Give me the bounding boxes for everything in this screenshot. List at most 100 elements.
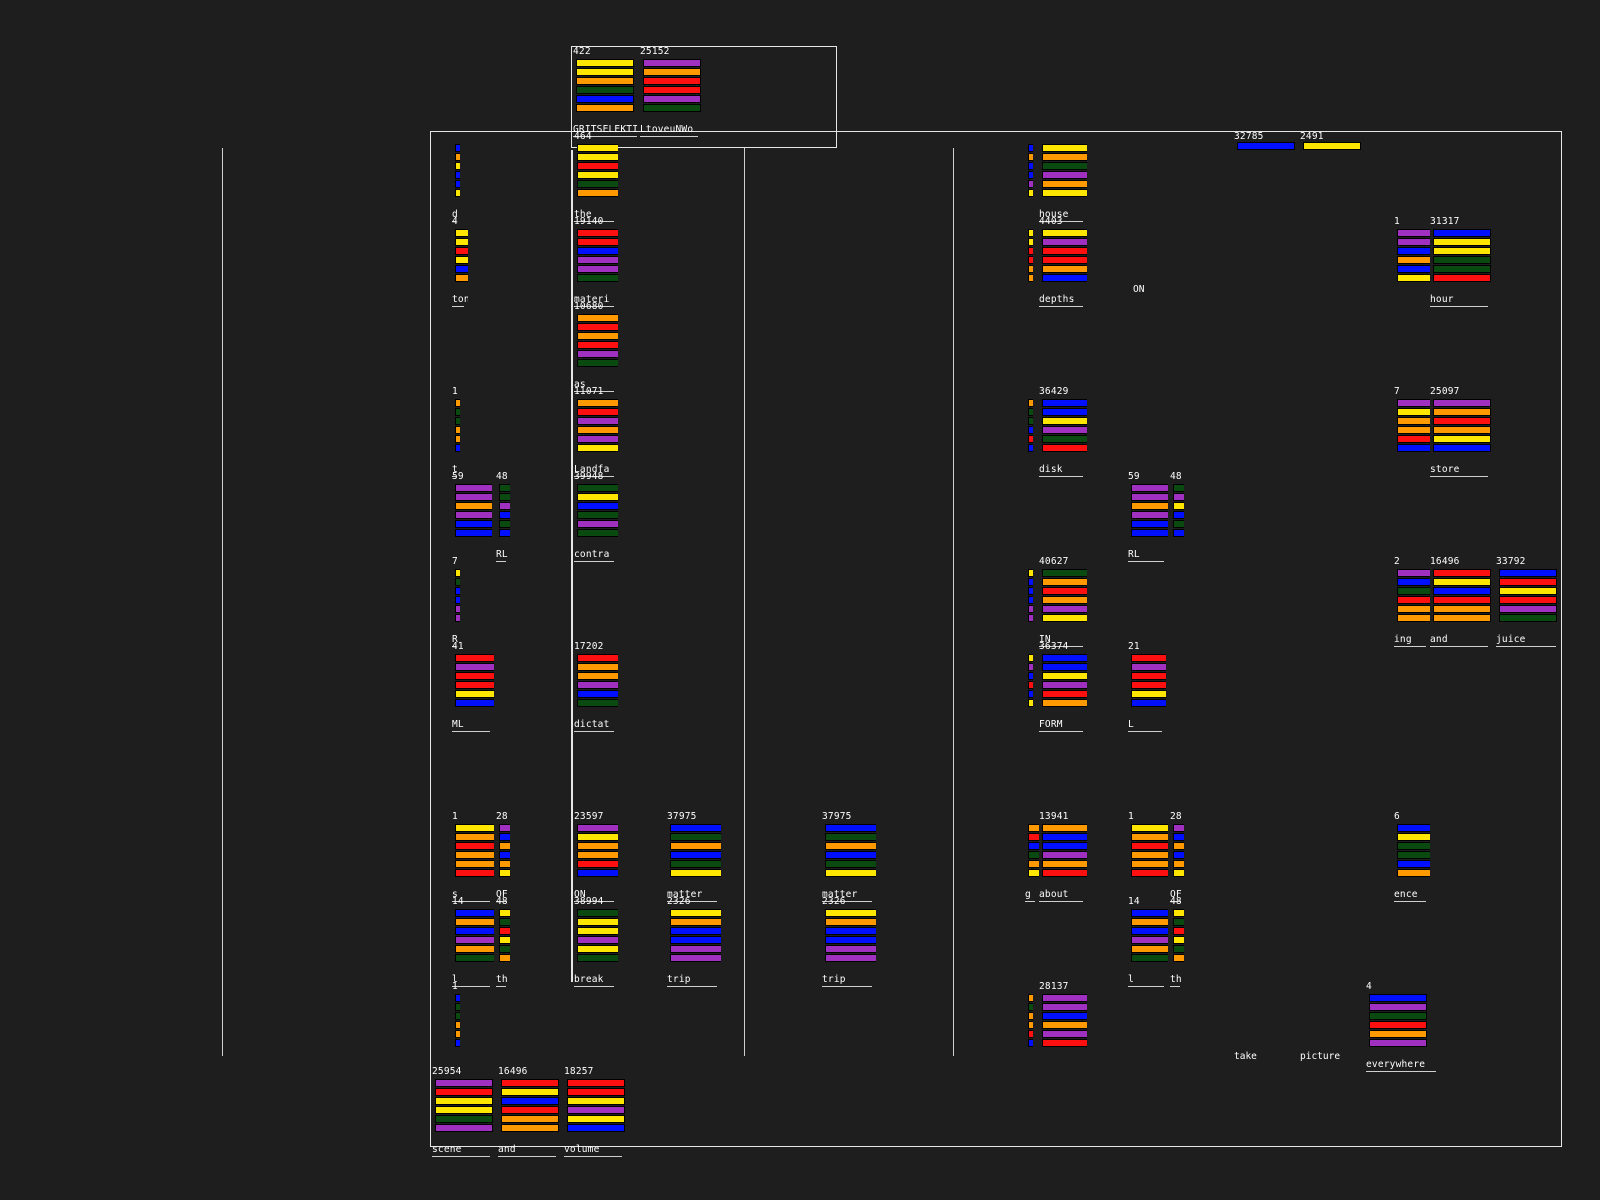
word-card[interactable]: 39948 contra <box>574 471 618 562</box>
color-bar-red <box>1042 256 1087 264</box>
card-underline <box>1394 646 1426 647</box>
color-bar-red <box>1499 596 1557 604</box>
word-card[interactable]: 10680 as <box>574 301 618 392</box>
color-bar-green <box>1173 918 1184 926</box>
word-card[interactable]: 38994 break <box>574 896 618 987</box>
fragment-card[interactable]: d <box>452 131 460 222</box>
color-bars <box>1130 908 1168 974</box>
top-frame <box>571 46 837 148</box>
fragment-card[interactable] <box>1025 556 1033 646</box>
color-bar-green <box>576 86 634 94</box>
color-bar-yellow <box>577 153 618 161</box>
card-count <box>1025 811 1039 823</box>
word-card[interactable]: 18257 volume <box>564 1066 626 1157</box>
color-bar-green <box>499 484 510 492</box>
fragment-card[interactable]: 48 th <box>1170 896 1184 987</box>
word-card[interactable]: 4403 depths <box>1039 216 1087 307</box>
word-card[interactable]: 36374 FORM <box>1039 641 1087 732</box>
fragment-card[interactable] <box>1025 981 1033 1071</box>
color-bar-blue <box>1499 569 1557 577</box>
fragment-card[interactable]: 14 l <box>1128 896 1168 987</box>
color-bar-blue <box>501 1097 559 1105</box>
color-bar-red <box>1028 435 1033 443</box>
color-bars <box>1041 228 1087 294</box>
fragment-card[interactable]: 28 OF <box>1170 811 1184 902</box>
card-count: 14 <box>1128 896 1140 907</box>
word-card[interactable]: 6 ence <box>1394 811 1430 902</box>
word-card[interactable]: 37975 matter <box>822 811 876 902</box>
fragment-card[interactable]: 59 RL <box>1128 471 1168 562</box>
color-bar-purple <box>455 511 492 519</box>
word-card[interactable]: 2326 trip <box>822 896 876 987</box>
word-card[interactable]: 11071 Landfa <box>574 386 618 477</box>
color-bar-orange <box>455 274 468 282</box>
word-card[interactable]: 23597 ON <box>574 811 618 902</box>
word-card[interactable]: 2326 trip <box>667 896 721 987</box>
word-card[interactable]: 16496 and <box>498 1066 560 1157</box>
word-card[interactable]: 25152 LtoveuNWo <box>640 46 702 137</box>
fragment-card[interactable] <box>1025 131 1033 221</box>
fragment-card[interactable]: 59 <box>452 471 492 561</box>
word-card[interactable]: 422 GRITSELEKTI <box>573 46 641 137</box>
fragment-card[interactable]: g <box>1025 811 1039 902</box>
word-card[interactable]: 37975 matter <box>667 811 721 902</box>
color-bar-orange <box>1433 605 1491 613</box>
card-underline <box>574 986 614 987</box>
color-bar-yellow <box>455 189 460 197</box>
color-bar-green <box>577 511 618 519</box>
word-card[interactable]: 33792 juice <box>1496 556 1560 647</box>
color-bar-orange <box>577 663 618 671</box>
word-card[interactable]: 16496 and <box>1430 556 1492 647</box>
card-count: 464 <box>574 131 592 142</box>
word-card[interactable]: 40627 IN <box>1039 556 1087 647</box>
fragment-card[interactable]: 41 ML <box>452 641 494 732</box>
word-card[interactable]: 25954 scene <box>432 1066 494 1157</box>
fragment-card[interactable] <box>1025 386 1033 476</box>
card-count: 6 <box>1394 811 1400 822</box>
color-bars <box>498 483 510 549</box>
fragment-card[interactable] <box>1025 216 1033 306</box>
color-bar-blue <box>455 265 468 273</box>
word-card[interactable]: 4 everywhere <box>1366 981 1440 1072</box>
color-bar-yellow <box>567 1097 625 1105</box>
word-card[interactable]: 32785 <box>1234 131 1296 159</box>
fragment-card[interactable]: 4 ton <box>452 216 468 307</box>
color-bar-blue <box>1042 408 1087 416</box>
fragment-card[interactable]: 21 L <box>1128 641 1166 732</box>
word-card[interactable]: 13941 about <box>1039 811 1087 902</box>
card-count: 16496 <box>1430 556 1460 567</box>
word-card[interactable]: 36429 disk <box>1039 386 1087 477</box>
word-card[interactable]: 2491 <box>1300 131 1362 159</box>
word-card[interactable]: 25097 store <box>1430 386 1492 477</box>
word-card[interactable]: 28137 <box>1039 981 1087 1071</box>
word-card[interactable]: 31317 hour <box>1430 216 1492 307</box>
fragment-card[interactable] <box>1025 641 1033 731</box>
color-bar-orange <box>1397 614 1430 622</box>
word-card[interactable]: 2 ing <box>1394 556 1430 647</box>
fragment-card[interactable]: 48 <box>1170 471 1184 561</box>
card-word: break <box>574 974 604 985</box>
color-bar-red <box>643 86 701 94</box>
card-word <box>452 1059 460 1071</box>
word-card[interactable]: house <box>1039 131 1087 222</box>
word-card[interactable]: 7 <box>1394 386 1430 476</box>
fragment-card[interactable]: 28 OF <box>496 811 510 902</box>
fragment-card[interactable]: 1 <box>1128 811 1168 901</box>
fragment-card[interactable]: 14 l <box>452 896 494 987</box>
fragment-card[interactable]: 1 <box>452 981 460 1071</box>
fragment-card[interactable]: 48 RL <box>496 471 510 562</box>
fragment-card[interactable]: 48 th <box>496 896 510 987</box>
color-bar-blue <box>1369 994 1427 1002</box>
color-bar-yellow <box>577 444 618 452</box>
color-bar-red <box>567 1079 625 1087</box>
word-card[interactable]: 19140 materi <box>574 216 618 307</box>
color-bar-blue <box>455 587 460 595</box>
word-card[interactable]: 464 the <box>574 131 618 222</box>
word-card[interactable]: 1 <box>1394 216 1430 306</box>
color-bar-orange <box>1042 265 1087 273</box>
color-bar-blue <box>455 520 492 528</box>
word-card[interactable]: 17202 dictat <box>574 641 618 732</box>
